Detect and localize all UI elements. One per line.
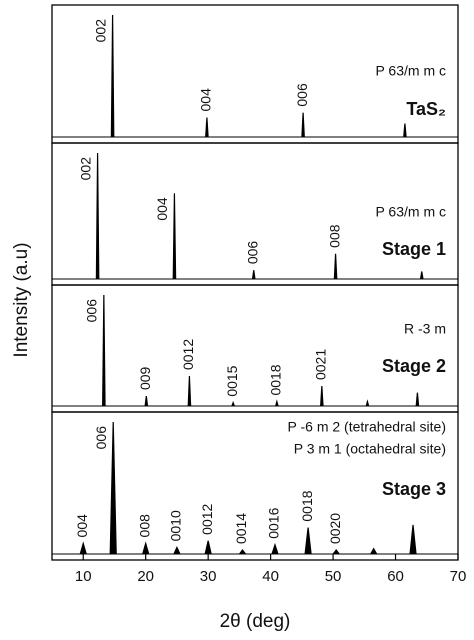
stage-name: Stage 1 (382, 239, 446, 259)
peak (95, 152, 100, 280)
peak (332, 549, 340, 555)
peak (187, 376, 192, 407)
peak-label: 0018 (299, 490, 315, 521)
stage-name: Stage 2 (382, 356, 446, 376)
phase-label: R -3 m (404, 321, 446, 337)
x-tick-label: 10 (75, 568, 92, 585)
phase-label: P 63/m m c (375, 204, 446, 220)
x-tick-label: 60 (387, 568, 404, 585)
peak (109, 421, 117, 555)
peak (251, 270, 256, 280)
peak-label: 008 (326, 224, 342, 248)
peak (304, 527, 312, 555)
stage-name: Stage 3 (382, 479, 446, 499)
phase-label: P 63/m m c (375, 63, 446, 79)
phase-label: P -6 m 2 (tetrahedral site) (288, 419, 446, 435)
peak (419, 271, 424, 280)
peak-label: 0015 (224, 365, 240, 396)
peak-label: 008 (136, 514, 152, 538)
peak (79, 541, 87, 555)
peak-label: 0012 (180, 339, 196, 370)
peak (320, 385, 324, 407)
peak (409, 524, 417, 555)
peak (271, 542, 279, 555)
peak-label: 0014 (233, 513, 249, 544)
peak (144, 395, 149, 407)
peak (102, 294, 106, 407)
peak (403, 123, 407, 138)
x-tick-label: 40 (262, 568, 279, 585)
peak (173, 545, 181, 555)
x-axis-label: 2θ (deg) (220, 611, 291, 632)
peak (110, 14, 115, 138)
peak (231, 400, 235, 407)
peak (365, 399, 370, 407)
panel-frame (51, 284, 459, 413)
x-tick-label: 70 (450, 568, 467, 585)
panel-frame (51, 411, 459, 561)
peak (333, 253, 338, 280)
peak (204, 540, 212, 555)
peak (239, 549, 246, 555)
peak-label: 0020 (327, 513, 343, 544)
peak-label: 006 (84, 299, 100, 323)
x-tick-label: 30 (200, 568, 217, 585)
stage-name: TaS₂ (406, 99, 446, 119)
peak (205, 117, 209, 138)
peak-label: 006 (244, 241, 260, 265)
peak (172, 193, 177, 280)
peak-label: 0016 (266, 507, 282, 538)
x-tick-label: 20 (137, 568, 154, 585)
peak-label: 006 (294, 83, 310, 107)
peak (275, 399, 279, 407)
peak (301, 112, 305, 138)
peak-label: 004 (154, 197, 170, 221)
peak-label: 004 (198, 88, 214, 112)
peak-label: 0021 (313, 349, 329, 380)
y-axis-label: Intensity (a.u) (11, 242, 32, 357)
peak-label: 0018 (268, 364, 284, 395)
x-tick-label: 50 (325, 568, 342, 585)
peak-label: 002 (77, 157, 93, 181)
peak-label: 0012 (199, 503, 215, 534)
peak-label: 006 (93, 426, 109, 450)
peak (142, 541, 150, 555)
peak (415, 392, 420, 407)
peak-label: 002 (92, 19, 108, 43)
peak (370, 547, 378, 555)
phase-label: P 3 m 1 (octahedral site) (294, 441, 446, 457)
peak-label: 0010 (168, 510, 184, 541)
peak-label: 004 (74, 514, 90, 538)
peak-label: 009 (137, 366, 153, 390)
